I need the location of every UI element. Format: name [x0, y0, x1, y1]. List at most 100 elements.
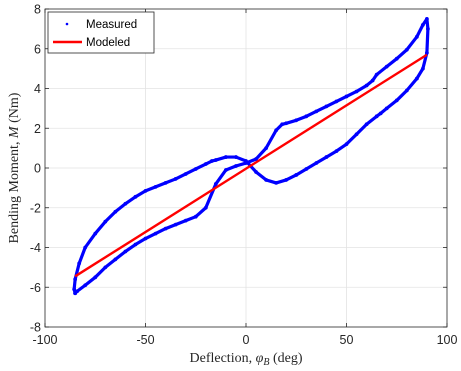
measured-point — [264, 178, 268, 182]
measured-point — [414, 76, 419, 81]
measured-point — [274, 128, 279, 133]
series-measured — [72, 17, 430, 296]
measured-point — [394, 98, 399, 103]
measured-point — [224, 168, 228, 172]
x-tick-label: 100 — [437, 333, 458, 347]
measured-point — [304, 167, 309, 171]
x-tick-label: -50 — [136, 333, 154, 347]
measured-point — [324, 155, 329, 159]
y-tick-label: 2 — [34, 122, 41, 136]
y-tick-label: 4 — [34, 82, 41, 96]
measured-point — [93, 275, 98, 280]
measured-point — [354, 132, 359, 137]
measured-point — [173, 222, 178, 227]
measured-point — [72, 287, 77, 292]
measured-point — [83, 245, 88, 250]
measured-point — [280, 122, 285, 127]
measured-point — [123, 249, 128, 254]
measured-point — [224, 155, 228, 159]
measured-point — [314, 109, 319, 114]
y-tick-label: -6 — [30, 281, 41, 295]
legend-marker-measured — [65, 22, 69, 26]
measured-point — [364, 83, 369, 88]
measured-point — [183, 218, 188, 223]
legend: Measured Modeled — [47, 11, 155, 54]
legend-box — [47, 11, 155, 54]
measured-point — [163, 226, 168, 231]
measured-point — [103, 219, 108, 224]
measured-point — [213, 158, 218, 162]
measured-point — [414, 34, 419, 39]
measured-point — [173, 177, 178, 181]
measured-point — [344, 142, 349, 147]
measured-point — [374, 114, 379, 119]
measured-point — [183, 172, 188, 176]
measured-point — [284, 178, 289, 182]
y-tick-label: 0 — [34, 162, 41, 176]
measured-point — [420, 23, 425, 27]
measured-point — [394, 56, 399, 61]
y-tick-label: -4 — [30, 241, 41, 255]
measured-point — [213, 182, 218, 186]
measured-point — [420, 66, 425, 71]
measured-point — [153, 184, 158, 189]
measured-point — [254, 157, 258, 161]
measured-point — [370, 78, 375, 83]
y-tick-label: -2 — [30, 201, 41, 215]
measured-point — [83, 283, 88, 288]
measured-point — [193, 214, 198, 219]
measured-point — [404, 88, 409, 93]
measured-point — [264, 146, 268, 151]
ticks: -100 -50 0 50 100 -8 -6 -4 -2 0 2 4 6 8 — [30, 3, 458, 348]
measured-point — [103, 265, 108, 270]
measured-point — [334, 99, 339, 104]
y-tick-label: 8 — [34, 3, 41, 17]
measured-point — [254, 170, 258, 174]
measured-point — [384, 64, 389, 69]
measured-point — [364, 122, 369, 127]
measured-point — [324, 104, 329, 109]
series-modeled — [74, 53, 428, 278]
x-tick-label: 0 — [243, 333, 250, 347]
measured-point — [274, 181, 279, 185]
measured-point — [123, 201, 128, 206]
x-axis-label: Deflection, φB (deg) — [190, 351, 303, 368]
measured-point — [425, 50, 429, 55]
y-tick-label: 6 — [34, 42, 41, 56]
measured-point — [404, 47, 409, 52]
measured-point — [344, 94, 349, 99]
measured-point — [143, 236, 148, 241]
measured-point — [234, 155, 238, 159]
measured-point — [113, 257, 118, 262]
x-tick-label: 50 — [340, 333, 354, 347]
measured-point — [294, 118, 299, 123]
legend-label-modeled: Modeled — [86, 37, 130, 49]
measured-point — [153, 231, 158, 236]
measured-point — [93, 231, 98, 236]
measured-point — [163, 181, 168, 185]
measured-point — [73, 277, 78, 282]
measured-point — [143, 188, 148, 193]
y-axis-label: Bending Moment, M (Nm) — [7, 92, 22, 243]
legend-label-measured: Measured — [86, 19, 137, 31]
measured-point — [374, 72, 379, 77]
measured-point — [234, 164, 238, 168]
measured-point — [284, 121, 289, 126]
modeled-line — [74, 53, 428, 278]
x-tick-label: -100 — [32, 333, 57, 347]
measured-point — [334, 149, 339, 154]
measured-point — [294, 173, 299, 177]
measured-point — [113, 209, 118, 214]
measured-point — [133, 194, 138, 199]
measured-point — [73, 291, 78, 296]
measured-point — [425, 17, 429, 21]
measured-point — [244, 159, 248, 163]
measured-point — [384, 106, 389, 111]
measured-point — [77, 261, 82, 266]
measured-point — [304, 114, 309, 119]
measured-point — [193, 167, 198, 171]
measured-point — [133, 242, 138, 247]
measured-point — [378, 111, 383, 116]
measured-point — [203, 162, 208, 166]
